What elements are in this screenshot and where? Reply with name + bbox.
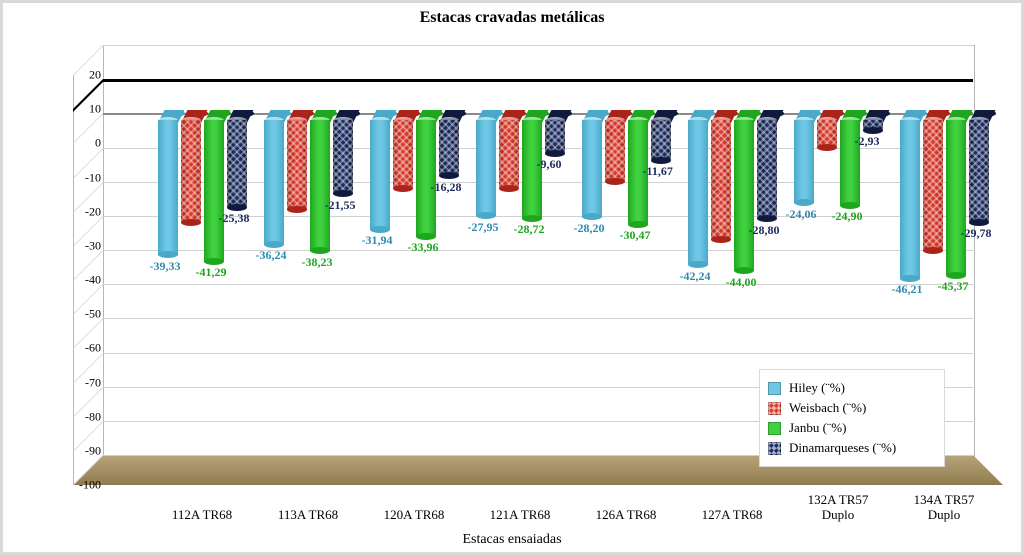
data-label: -16,28 bbox=[431, 180, 462, 195]
y-tick-label: 0 bbox=[61, 136, 101, 151]
data-label: -11,67 bbox=[643, 164, 673, 179]
gridline bbox=[103, 284, 973, 285]
legend-item: Hiley (¨%) bbox=[768, 380, 936, 396]
gridline bbox=[103, 318, 973, 319]
x-category-label: 121A TR68 bbox=[460, 508, 580, 523]
y-tick-label: -20 bbox=[61, 204, 101, 219]
data-label: -24,06 bbox=[786, 207, 817, 222]
data-label: -9,60 bbox=[537, 157, 562, 172]
data-label: -24,90 bbox=[832, 209, 863, 224]
data-label: -46,21 bbox=[892, 282, 923, 297]
data-label: -36,24 bbox=[256, 248, 287, 263]
y-tick-label: -80 bbox=[61, 409, 101, 424]
data-label: -42,24 bbox=[680, 269, 711, 284]
y-tick-label: -10 bbox=[61, 170, 101, 185]
x-category-label: 112A TR68 bbox=[142, 508, 262, 523]
legend-label: Weisbach (¨%) bbox=[789, 400, 866, 416]
chart-title: Estacas cravadas metálicas bbox=[3, 9, 1021, 27]
x-category-label: 120A TR68 bbox=[354, 508, 474, 523]
legend-swatch bbox=[768, 402, 781, 415]
y-tick-label: -40 bbox=[61, 273, 101, 288]
data-label: -29,78 bbox=[961, 226, 992, 241]
gridline bbox=[103, 45, 973, 46]
data-label: -41,29 bbox=[196, 265, 227, 280]
legend-label: Janbu (¨%) bbox=[789, 420, 846, 436]
legend: Hiley (¨%) Weisbach (¨%) Janbu (¨%) Dinamar… bbox=[759, 369, 945, 467]
data-label: -25,38 bbox=[219, 211, 250, 226]
y-tick-label: -50 bbox=[61, 307, 101, 322]
data-label: -45,37 bbox=[938, 279, 969, 294]
legend-item: Weisbach (¨%) bbox=[768, 400, 936, 416]
y-tick-label: -90 bbox=[61, 443, 101, 458]
legend-swatch bbox=[768, 382, 781, 395]
data-label: -21,55 bbox=[325, 198, 356, 213]
legend-item: Dinamarqueses (¨%) bbox=[768, 440, 936, 456]
x-category-label: 113A TR68 bbox=[248, 508, 368, 523]
x-category-label: 134A TR57Duplo bbox=[884, 493, 1004, 523]
y-tick-label: -100 bbox=[61, 478, 101, 493]
x-category-label: 127A TR68 bbox=[672, 508, 792, 523]
legend-label: Dinamarqueses (¨%) bbox=[789, 440, 896, 456]
data-label: -2,93 bbox=[855, 134, 880, 149]
y-tick-label: -70 bbox=[61, 375, 101, 390]
y-tick-label: -60 bbox=[61, 341, 101, 356]
data-label: -28,72 bbox=[514, 222, 545, 237]
legend-swatch bbox=[768, 422, 781, 435]
y-tick-label: 20 bbox=[61, 68, 101, 83]
data-label: -30,47 bbox=[620, 228, 651, 243]
data-label: -28,80 bbox=[749, 223, 780, 238]
data-label: -44,00 bbox=[726, 275, 757, 290]
data-label: -31,94 bbox=[362, 233, 393, 248]
data-label: -39,33 bbox=[150, 259, 181, 274]
data-label: -27,95 bbox=[468, 220, 499, 235]
data-label: -28,20 bbox=[574, 221, 605, 236]
data-label: -38,23 bbox=[302, 255, 333, 270]
y-tick-label: -30 bbox=[61, 238, 101, 253]
x-category-label: 126A TR68 bbox=[566, 508, 686, 523]
x-category-label: 132A TR57Duplo bbox=[778, 493, 898, 523]
gridline bbox=[103, 250, 973, 251]
x-axis-label: Estacas ensaiadas bbox=[3, 532, 1021, 548]
legend-label: Hiley (¨%) bbox=[789, 380, 845, 396]
plot-area: -100-90-80-70-60-50-40-30-20-1001020 -39… bbox=[73, 45, 1003, 485]
legend-item: Janbu (¨%) bbox=[768, 420, 936, 436]
data-label: -33,96 bbox=[408, 240, 439, 255]
legend-swatch bbox=[768, 442, 781, 455]
annotation-line bbox=[103, 79, 973, 82]
gridline bbox=[103, 353, 973, 354]
